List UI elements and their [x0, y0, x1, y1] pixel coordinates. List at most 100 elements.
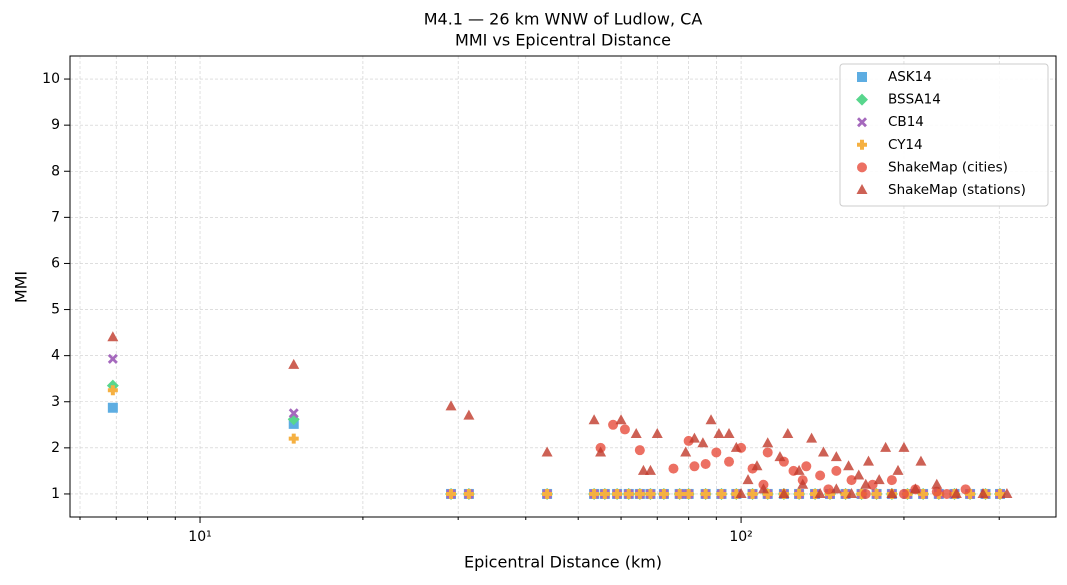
marker	[683, 488, 694, 499]
marker	[762, 488, 773, 499]
marker	[856, 93, 868, 106]
marker	[857, 139, 867, 150]
marker	[857, 117, 867, 128]
legend-label: CB14	[888, 114, 924, 130]
marker	[810, 488, 821, 499]
y-tick-label: 1	[51, 486, 60, 502]
marker	[830, 451, 842, 462]
marker	[589, 488, 600, 499]
marker	[107, 331, 119, 342]
marker	[747, 488, 758, 499]
marker	[801, 461, 812, 472]
marker	[823, 484, 834, 495]
marker	[886, 475, 897, 486]
legend-label: CY14	[888, 137, 923, 153]
marker	[107, 402, 118, 413]
marker	[843, 460, 855, 471]
marker	[724, 456, 735, 467]
marker	[697, 437, 709, 448]
marker	[898, 488, 909, 499]
marker	[762, 437, 774, 448]
marker	[762, 447, 773, 458]
y-axis-label: MMI	[12, 271, 31, 303]
series	[107, 353, 1006, 499]
marker	[463, 409, 475, 420]
marker	[288, 433, 299, 444]
marker	[774, 451, 786, 462]
marker	[857, 72, 867, 82]
marker	[886, 487, 898, 498]
marker	[689, 461, 700, 472]
marker	[751, 460, 763, 471]
marker	[608, 419, 619, 430]
marker	[595, 446, 607, 457]
marker	[637, 464, 649, 475]
chart-subtitle: MMI vs Epicentral Distance	[455, 31, 671, 50]
marker	[630, 428, 642, 439]
marker	[778, 487, 790, 498]
legend-label: BSSA14	[888, 92, 941, 108]
marker	[995, 488, 1006, 499]
marker	[860, 478, 872, 489]
marker	[815, 470, 826, 481]
marker	[898, 441, 910, 452]
marker	[915, 455, 927, 466]
marker	[846, 475, 857, 486]
marker	[700, 488, 711, 499]
marker	[965, 488, 976, 499]
marker	[857, 162, 867, 173]
marker	[814, 487, 826, 498]
marker	[445, 400, 457, 411]
marker	[644, 464, 656, 475]
marker	[288, 358, 300, 369]
marker	[463, 488, 474, 499]
marker	[831, 465, 842, 476]
marker	[840, 488, 851, 499]
series	[107, 331, 1013, 498]
marker	[931, 478, 943, 489]
legend-label: ASK14	[888, 69, 932, 85]
marker	[619, 424, 630, 435]
marker	[871, 488, 882, 499]
marker	[705, 414, 717, 425]
marker	[863, 455, 875, 466]
marker	[731, 488, 742, 499]
marker	[615, 414, 627, 425]
marker	[683, 435, 694, 446]
chart-title: M4.1 — 26 km WNW of Ludlow, CA	[424, 10, 703, 29]
marker	[977, 487, 989, 498]
y-tick-label: 6	[51, 255, 60, 271]
marker	[634, 445, 645, 456]
x-axis-label: Epicentral Distance (km)	[464, 553, 662, 572]
marker	[735, 487, 747, 498]
marker	[588, 414, 600, 425]
marker	[817, 446, 829, 457]
legend-box	[839, 63, 1049, 207]
marker	[288, 408, 299, 419]
marker	[730, 441, 742, 452]
marker	[757, 483, 769, 494]
plot-frame	[69, 55, 1057, 518]
y-tick-label: 5	[51, 302, 60, 318]
marker	[599, 488, 610, 499]
marker	[846, 487, 858, 498]
marker	[711, 447, 722, 458]
y-tick-label: 8	[51, 163, 60, 179]
legend-label: ShakeMap (stations)	[888, 182, 1026, 198]
marker	[674, 488, 685, 499]
marker	[909, 483, 921, 494]
y-tick-label: 2	[51, 440, 60, 456]
marker	[542, 488, 553, 499]
marker	[918, 488, 929, 499]
marker	[107, 353, 118, 364]
marker	[941, 488, 952, 499]
marker	[713, 428, 725, 439]
y-tick-label: 7	[51, 209, 60, 225]
marker	[1001, 487, 1013, 498]
marker	[634, 488, 645, 499]
marker	[700, 458, 711, 469]
marker	[723, 428, 735, 439]
marker	[446, 488, 457, 499]
marker	[931, 486, 942, 497]
